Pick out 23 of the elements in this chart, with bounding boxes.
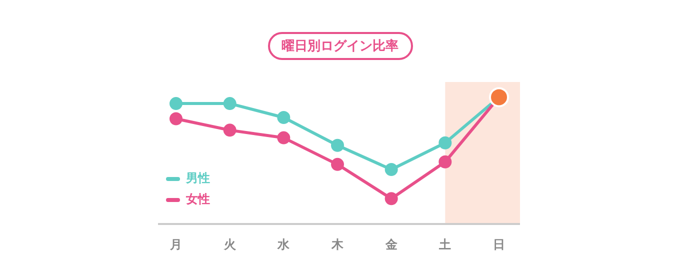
point xyxy=(438,136,452,150)
point xyxy=(438,155,452,168)
x-tick-label: 日 xyxy=(493,238,505,252)
point xyxy=(277,131,290,144)
x-tick-label: 木 xyxy=(330,238,344,252)
x-tick-label: 火 xyxy=(222,238,237,252)
point xyxy=(331,138,344,152)
point xyxy=(223,124,236,137)
point xyxy=(170,112,182,126)
point xyxy=(277,111,290,124)
x-tick-label: 土 xyxy=(438,238,452,252)
x-tick-label: 月 xyxy=(169,238,182,252)
point xyxy=(384,192,398,206)
x-tick-label: 水 xyxy=(276,238,291,252)
point xyxy=(489,87,509,108)
chart-title: 曜日別ログイン比率 xyxy=(268,32,412,60)
point xyxy=(170,97,182,110)
legend-label: 女性 xyxy=(186,191,210,208)
x-tick-label: 金 xyxy=(384,238,398,252)
point xyxy=(384,162,398,176)
point xyxy=(331,158,344,171)
legend-label: 男性 xyxy=(186,170,210,187)
point xyxy=(223,97,236,110)
